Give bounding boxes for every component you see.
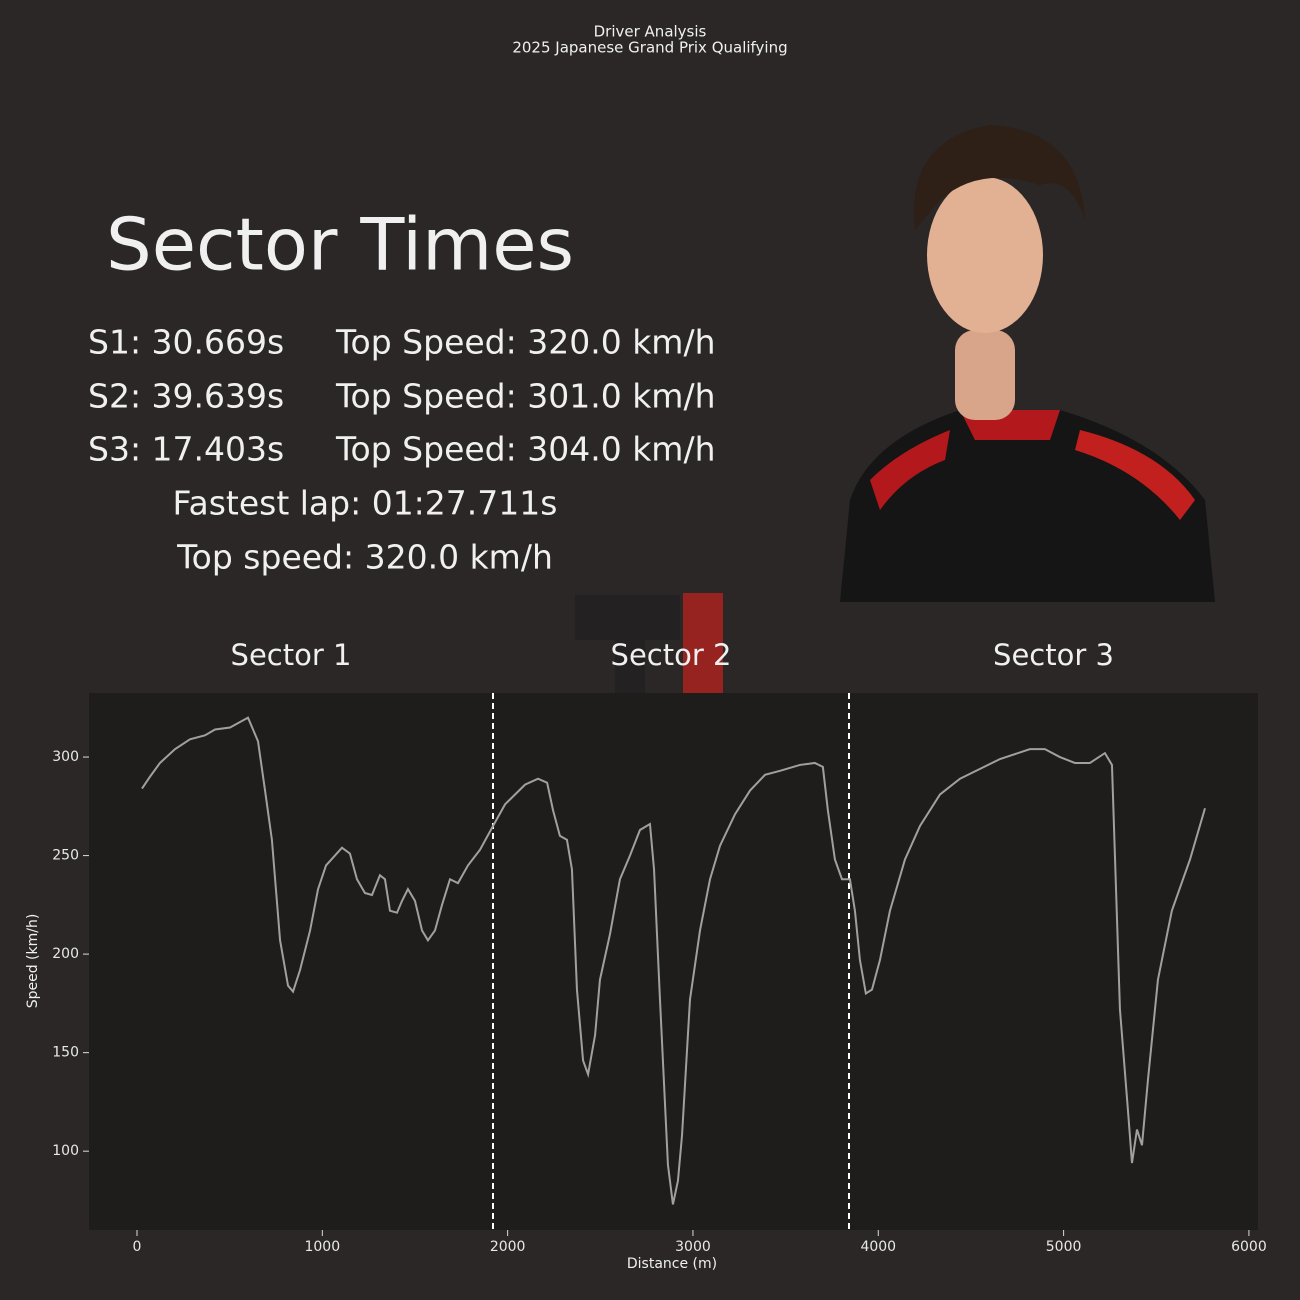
f1-logo-watermark: [575, 593, 723, 708]
title: Driver Analysis: [594, 23, 707, 41]
y-tick-label: 150: [52, 1045, 79, 1061]
x-tick-label: 1000: [304, 1239, 340, 1255]
fastest-lap: Fastest lap: 01:27.711s: [173, 484, 558, 523]
x-tick-label: 5000: [1046, 1239, 1082, 1255]
sector-time: S1: 30.669s: [88, 323, 284, 362]
sector-time: S3: 17.403s: [88, 430, 284, 469]
x-tick-label: 4000: [860, 1239, 896, 1255]
driver-photo: [840, 125, 1215, 602]
y-tick-label: 200: [52, 946, 79, 962]
x-tick-label: 0: [133, 1239, 142, 1255]
speed-trace: [141, 716, 1206, 1205]
y-tick-label: 300: [52, 749, 79, 765]
sector-label: Sector 3: [993, 638, 1114, 672]
x-tick-label: 3000: [675, 1239, 711, 1255]
y-tick-label: 250: [52, 848, 79, 864]
sector-time: S2: 39.639s: [88, 377, 284, 416]
sector-label: Sector 1: [231, 638, 352, 672]
x-tick-label: 2000: [490, 1239, 526, 1255]
plot-area: [89, 693, 1258, 1230]
x-axis-label: Distance (m): [627, 1256, 717, 1272]
subtitle: 2025 Japanese Grand Prix Qualifying: [512, 39, 787, 57]
heading: Sector Times: [106, 203, 574, 287]
x-tick-label: 6000: [1231, 1239, 1267, 1255]
y-tick-label: 100: [52, 1143, 79, 1159]
sector-top-speed: Top Speed: 304.0 km/h: [335, 430, 715, 469]
y-axis-label: Speed (km/h): [25, 914, 41, 1009]
top-speed: Top speed: 320.0 km/h: [176, 538, 553, 577]
sector-top-speed: Top Speed: 301.0 km/h: [335, 377, 715, 416]
sector-label: Sector 2: [611, 638, 732, 672]
sector-top-speed: Top Speed: 320.0 km/h: [335, 323, 715, 362]
